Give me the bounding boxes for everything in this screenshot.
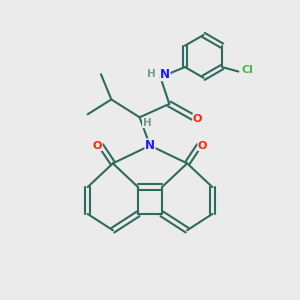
Text: H: H: [143, 118, 152, 128]
Text: O: O: [198, 140, 207, 151]
Text: O: O: [93, 140, 102, 151]
Text: N: N: [160, 68, 170, 81]
Text: H: H: [147, 69, 156, 79]
Text: Cl: Cl: [242, 65, 253, 75]
Text: O: O: [193, 114, 202, 124]
Text: N: N: [145, 139, 155, 152]
